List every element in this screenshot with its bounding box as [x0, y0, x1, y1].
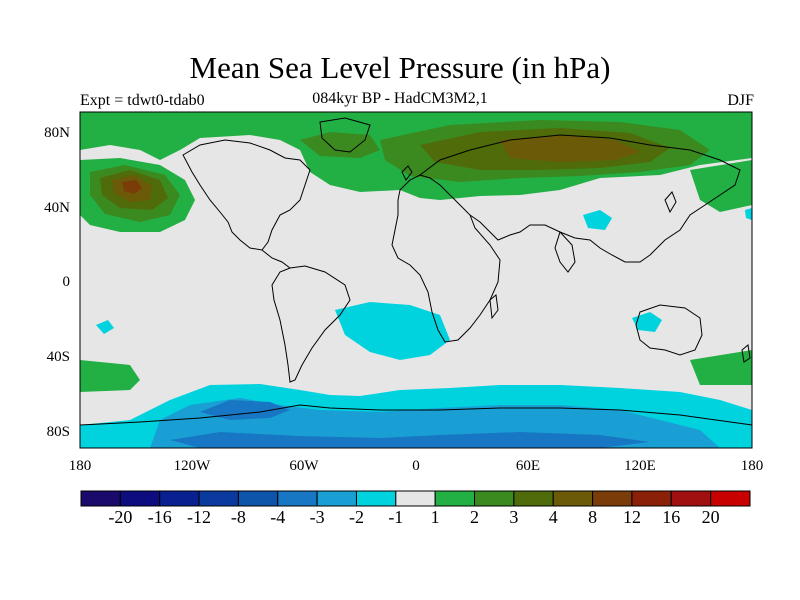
- indian-ocean-negative: [632, 312, 662, 332]
- lat-tick-0: 0: [63, 274, 71, 290]
- colorbar-box: [119, 490, 161, 507]
- chart-title: Mean Sea Level Pressure (in hPa): [189, 50, 611, 85]
- colorbar-box: [592, 490, 633, 507]
- colorbar-box: [355, 490, 397, 507]
- lat-tick-40s: 40S: [47, 349, 70, 365]
- experiment-label: Expt = tdwt0-tdab0: [80, 92, 205, 109]
- colorbar-label: 20: [702, 507, 720, 527]
- lon-tick-60w: 60W: [289, 458, 319, 474]
- antarctic-level-minus3b: [170, 432, 650, 448]
- lat-tick-80s: 80S: [47, 424, 70, 440]
- colorbar-label: -12: [187, 507, 211, 527]
- japan-coast: [664, 191, 677, 214]
- colorbar-box: [434, 490, 476, 507]
- colorbar-box: [710, 490, 751, 507]
- colorbar-label: 8: [588, 507, 597, 527]
- north-america-coast: [182, 139, 311, 251]
- colorbar-label: 2: [470, 507, 479, 527]
- new-zealand-coast: [741, 344, 751, 363]
- map-field: [80, 112, 752, 448]
- colorbar-box: [395, 490, 436, 507]
- colorbar-box: [159, 490, 200, 507]
- east-pacific-small-negative: [745, 208, 752, 220]
- north-atlantic-level2: [300, 132, 380, 158]
- south-america-coast: [271, 265, 351, 383]
- south-atlantic-negative: [335, 302, 450, 360]
- southern-ocean-positive: [80, 360, 140, 392]
- colorbar-box: [237, 490, 279, 507]
- map-frame: [79, 111, 753, 449]
- season-label: DJF: [727, 92, 754, 109]
- lat-tick-80n: 80N: [44, 125, 70, 141]
- europe-africa-coast: [391, 174, 501, 343]
- colorbar-box: [552, 490, 594, 507]
- uk-coast: [401, 165, 413, 181]
- colorbar-label: -3: [310, 507, 325, 527]
- antarctica-coast: [80, 404, 752, 426]
- colorbar-box: [670, 490, 712, 507]
- lon-tick-120w: 120W: [174, 458, 212, 474]
- madagascar-coast: [489, 294, 499, 320]
- colorbar-label: -20: [108, 507, 132, 527]
- colorbar-label: 4: [549, 507, 558, 527]
- colorbar-label: 3: [509, 507, 518, 527]
- lon-tick-120e: 120E: [624, 458, 656, 474]
- lat-tick-40n: 40N: [44, 200, 70, 216]
- south-indian-positive: [690, 350, 752, 385]
- chart-subtitle: 084kyr BP - HadCM3M2,1: [312, 90, 488, 107]
- colorbar-box: [80, 490, 121, 507]
- colorbar-box: [474, 490, 515, 507]
- colorbar-label: 16: [662, 507, 680, 527]
- colorbar-box: [316, 490, 357, 507]
- lat-axis: 80N 40N 0 40S 80S: [44, 125, 70, 440]
- colorbar-box: [198, 490, 239, 507]
- lon-tick-60e: 60E: [516, 458, 540, 474]
- india-coast: [554, 231, 576, 273]
- coastlines: [80, 117, 752, 426]
- colorbar-label: 1: [431, 507, 440, 527]
- east-asia-positive: [690, 160, 752, 212]
- central-asia-negative: [583, 210, 612, 230]
- eurasia-level4: [500, 135, 640, 162]
- eurasia-coast: [419, 134, 741, 263]
- colorbar-box: [631, 490, 672, 507]
- pacific-small-negative: [96, 320, 114, 334]
- colorbar-label: -2: [349, 507, 364, 527]
- lon-axis: 180 120W 60W 0 60E 120E 180: [69, 458, 764, 474]
- colorbar-box: [277, 490, 318, 507]
- australia-coast: [635, 304, 703, 356]
- colorbar-label: -1: [388, 507, 403, 527]
- colorbar-label: -16: [148, 507, 172, 527]
- central-america-coast: [261, 249, 291, 269]
- greenland-coast: [319, 117, 371, 153]
- colorbar-label: 12: [623, 507, 641, 527]
- lon-tick-0: 0: [412, 458, 420, 474]
- colorbar-box: [513, 490, 554, 507]
- colorbar-label: -8: [231, 507, 246, 527]
- lon-tick-180e: 180: [741, 458, 764, 474]
- antarctic-level-minus3: [200, 400, 290, 420]
- colorbar: -20 -16 -12 -8 -4 -3 -2 -1 1 2 3 4 8 12 16 20: [80, 490, 751, 527]
- north-pacific-level8: [122, 180, 142, 194]
- lon-tick-180w: 180: [69, 458, 92, 474]
- colorbar-label: -4: [270, 507, 285, 527]
